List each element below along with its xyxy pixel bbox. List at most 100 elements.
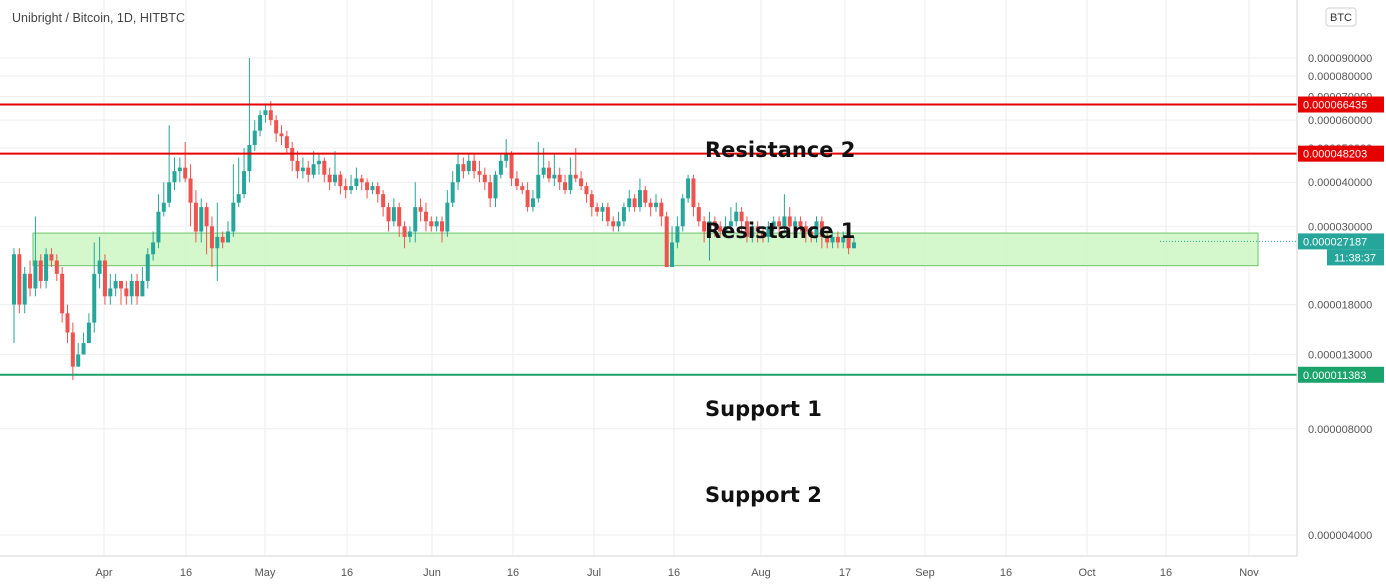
x-tick-label: Apr xyxy=(95,567,112,579)
candle-body xyxy=(391,207,396,222)
candle-body xyxy=(846,236,851,249)
candle xyxy=(600,202,605,222)
candle xyxy=(563,174,568,195)
candle xyxy=(461,157,466,179)
candle xyxy=(803,221,808,243)
candle-body xyxy=(113,280,118,289)
last-price-tag xyxy=(1298,233,1384,250)
candle-body xyxy=(595,207,600,212)
candle-body xyxy=(851,242,856,249)
candle-body xyxy=(22,273,27,305)
candle-body xyxy=(734,211,739,222)
x-tick-label: Nov xyxy=(1239,567,1259,579)
candle xyxy=(102,254,107,305)
candle-body xyxy=(279,133,284,137)
candle xyxy=(643,186,648,208)
candle xyxy=(397,202,402,237)
candle-body xyxy=(252,130,257,146)
annotations: Resistance 2 Resistance 1 Support 1 Support… xyxy=(705,138,855,507)
candle xyxy=(547,160,551,183)
candle xyxy=(595,202,600,217)
candle xyxy=(28,260,33,297)
candle xyxy=(65,304,70,344)
candle-body xyxy=(231,202,236,232)
candle-body xyxy=(215,236,220,249)
candle xyxy=(498,154,503,179)
candle xyxy=(525,182,530,212)
candle xyxy=(70,322,75,381)
candle xyxy=(423,202,428,232)
candle-body xyxy=(750,226,755,237)
resistance-2-label: Resistance 2 xyxy=(705,138,855,162)
candle-body xyxy=(327,174,332,183)
candle xyxy=(263,105,268,123)
candle-body xyxy=(605,207,610,222)
candle xyxy=(589,190,594,217)
candle xyxy=(761,226,765,243)
candle-body xyxy=(135,280,140,297)
candle xyxy=(755,221,760,243)
currency-badge[interactable]: BTC xyxy=(1325,7,1357,27)
candle xyxy=(113,273,118,297)
candle xyxy=(199,198,204,243)
candle-body xyxy=(498,160,503,175)
candle-body xyxy=(365,182,370,191)
candle xyxy=(413,182,418,243)
candle xyxy=(846,236,851,255)
candle xyxy=(33,216,38,297)
x-tick-label: 16 xyxy=(1160,567,1172,579)
candle xyxy=(702,216,707,243)
candle xyxy=(814,216,819,243)
candle-body xyxy=(509,154,514,179)
candle xyxy=(300,157,305,179)
candle xyxy=(809,226,814,243)
support-1-zone xyxy=(32,232,1259,267)
x-tick-label: Aug xyxy=(751,567,771,579)
candle-body xyxy=(407,231,412,237)
y-tick-label: 0.000008000 xyxy=(1308,424,1372,436)
candle-body xyxy=(381,194,386,208)
candle-body xyxy=(295,160,300,172)
candle xyxy=(38,254,43,289)
candle xyxy=(766,221,771,243)
candle-body xyxy=(145,254,150,281)
x-tick-label: 16 xyxy=(1000,567,1012,579)
candle xyxy=(108,273,113,305)
candle xyxy=(124,280,129,305)
candle xyxy=(76,343,81,367)
candle xyxy=(247,58,252,183)
candle-body xyxy=(803,226,808,232)
candle xyxy=(793,216,798,232)
y-tick-label: 0.000013000 xyxy=(1308,349,1372,361)
candle-body xyxy=(17,254,22,305)
candle-body xyxy=(199,207,204,232)
time-axis[interactable]: Apr 16 May 16 Jun 16 Jul 16 Aug 17 Sep 16 Oct 16 Nov xyxy=(95,567,1259,579)
candle xyxy=(450,171,455,208)
candle-body xyxy=(707,221,712,232)
candle xyxy=(60,267,65,323)
candle-body xyxy=(413,207,418,232)
candle-body xyxy=(643,190,648,203)
candle xyxy=(530,190,535,212)
candle-body xyxy=(354,178,359,187)
candle-body xyxy=(573,174,578,179)
candle xyxy=(514,171,519,191)
candle-body xyxy=(226,231,230,243)
x-tick-label: Jul xyxy=(587,567,601,579)
candle-body xyxy=(12,254,16,305)
candle-body xyxy=(284,136,289,149)
candle xyxy=(231,164,236,237)
candle xyxy=(739,207,744,232)
candle xyxy=(402,221,407,249)
candle xyxy=(825,231,830,249)
candle xyxy=(771,216,776,232)
candle xyxy=(835,231,840,249)
candle-body xyxy=(300,167,305,172)
candle-body xyxy=(86,322,91,344)
candle xyxy=(819,216,824,249)
candle xyxy=(391,198,396,227)
candle-body xyxy=(445,202,450,232)
candle-body xyxy=(311,164,316,175)
level-price-tag-text: 0.000048203 xyxy=(1303,149,1367,161)
